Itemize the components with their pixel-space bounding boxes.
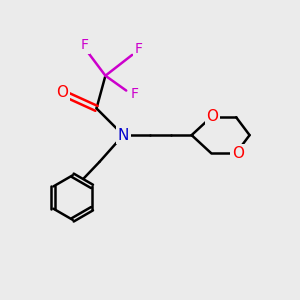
Text: O: O: [206, 109, 218, 124]
Text: O: O: [56, 85, 68, 100]
Text: O: O: [232, 146, 244, 161]
Text: N: N: [118, 128, 129, 142]
Text: F: F: [135, 42, 143, 56]
Text: F: F: [130, 87, 139, 101]
Text: F: F: [81, 38, 88, 52]
